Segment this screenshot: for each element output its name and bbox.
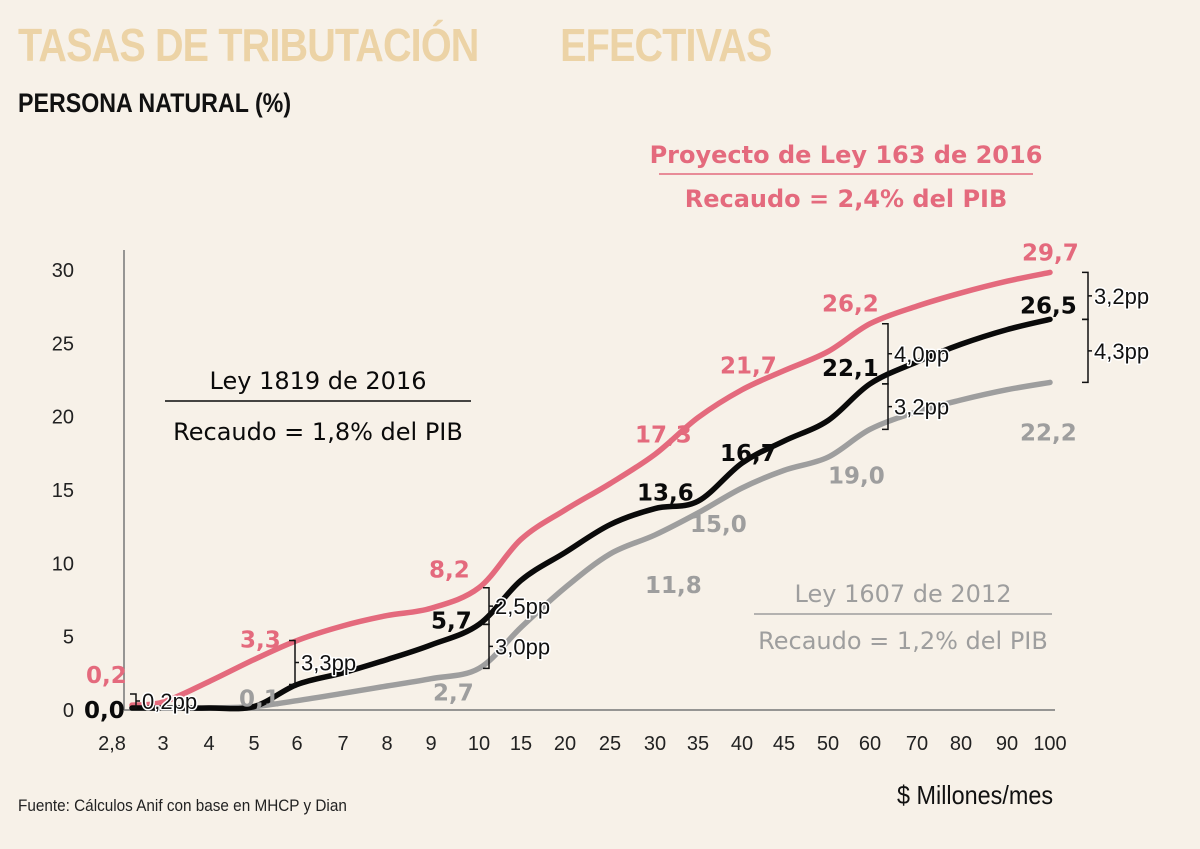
gap-bracket: 4,3pp: [1082, 318, 1151, 384]
legend-ley1607: Ley 1607 de 2012 Recaudo = 1,2% del PIB: [754, 580, 1052, 655]
y-tick-label: 25: [52, 333, 74, 355]
data-label-ley1819: 0,0: [84, 698, 125, 724]
data-label-ley1819: 5,7: [431, 608, 472, 634]
series-line-proyecto: [129, 269, 1053, 708]
gap-label: 3,3pp: [301, 651, 356, 676]
x-tick-label: 90: [996, 733, 1018, 755]
chart-title-part1: TASAS DE TRIBUTACIÓN: [18, 19, 479, 71]
x-axis-ticks: 2,8 3 4 5 6 7 8 9 10 15 20 25 30 35 40 45 50 60 70 80 90 100: [98, 733, 1067, 755]
axes: [123, 250, 1055, 711]
series-line-ley1819: [129, 316, 1053, 712]
x-tick-label: 70: [906, 733, 928, 755]
y-tick-label: 30: [52, 260, 74, 282]
data-label-ley1819: 22,1: [822, 356, 879, 382]
legend-revenue: Recaudo = 1,2% del PIB: [758, 627, 1048, 655]
x-tick-label: 80: [950, 733, 972, 755]
y-axis-ticks: 0 5 10 15 20 25 30: [52, 260, 74, 722]
source-note: Fuente: Cálculos Anif con base en MHCP y…: [18, 796, 347, 815]
data-labels: 0,2 3,3 8,2 17,3 21,7 26,2 29,7 0,0 5,7 13,6 16,7 2…: [84, 240, 1079, 724]
gap-label: 3,0pp: [495, 634, 550, 659]
y-tick-label: 10: [52, 553, 74, 575]
y-tick-label: 15: [52, 480, 74, 502]
bracket-shape: [882, 383, 892, 431]
legends: Proyecto de Ley 163 de 2016 Recaudo = 2,4…: [165, 141, 1052, 655]
x-tick-label: 30: [644, 733, 666, 755]
data-label-ley1607: 22,2: [1020, 420, 1077, 446]
x-tick-label: 3: [157, 733, 168, 755]
x-tick-label: 7: [337, 733, 348, 755]
data-label-ley1607: 0,1: [239, 687, 280, 713]
bracket-shape: [289, 639, 299, 686]
data-label-proyecto: 17,3: [635, 422, 692, 448]
y-tick-label: 5: [63, 627, 74, 649]
y-tick-label: 0: [63, 700, 74, 722]
data-label-proyecto: 26,2: [822, 292, 879, 318]
chart-subtitle: PERSONA NATURAL (%): [18, 88, 292, 118]
gap-bracket: 3,0pp: [483, 623, 552, 670]
series-lines: [129, 269, 1053, 712]
data-label-ley1819: 26,5: [1020, 293, 1077, 319]
x-tick-label: 15: [510, 733, 532, 755]
gap-label: 0,2pp: [142, 689, 197, 714]
legend-revenue: Recaudo = 2,4% del PIB: [685, 185, 1008, 213]
gap-bracket: 0,2pp: [130, 688, 199, 716]
x-tick-label: 10: [468, 733, 490, 755]
x-tick-label: 45: [773, 733, 795, 755]
x-tick-label: 25: [599, 733, 621, 755]
gap-label: 3,2pp: [1094, 284, 1149, 309]
bracket-shape: [1082, 318, 1092, 384]
data-label-proyecto: 8,2: [429, 558, 470, 584]
data-label-proyecto: 3,3: [240, 628, 281, 654]
gap-label: 4,0pp: [894, 342, 949, 367]
gap-annotations: 0,2pp 3,3pp 2,5pp 3,0pp 4,0pp 3,2pp 3,2pp 4,3pp: [130, 271, 1151, 716]
gap-label: 3,2pp: [894, 395, 949, 420]
x-tick-label: 20: [554, 733, 576, 755]
bracket-shape: [483, 623, 493, 670]
x-axis-label: $ Millones/mes: [897, 780, 1054, 810]
data-label-ley1607: 15,0: [690, 512, 747, 538]
series-line-ley1607: [129, 379, 1053, 711]
data-label-ley1607: 11,8: [645, 573, 702, 599]
x-tick-label: 5: [248, 733, 259, 755]
x-tick-label: 100: [1033, 733, 1066, 755]
x-tick-label: 50: [817, 733, 839, 755]
data-label-ley1607: 19,0: [828, 463, 885, 489]
data-label-ley1819: 16,7: [720, 441, 777, 467]
data-label-ley1819: 13,6: [637, 481, 694, 507]
gap-bracket: 3,3pp: [289, 639, 358, 686]
chart-title-part2: EFECTIVAS: [560, 19, 772, 71]
x-tick-label: 6: [291, 733, 302, 755]
legend-title: Ley 1819 de 2016: [210, 367, 427, 395]
gap-bracket: 3,2pp: [882, 383, 951, 431]
legend-ley1819: Ley 1819 de 2016 Recaudo = 1,8% del PIB: [165, 367, 471, 446]
gap-bracket: 2,5pp: [483, 586, 552, 626]
legend-revenue: Recaudo = 1,8% del PIB: [173, 418, 463, 446]
legend-proyecto: Proyecto de Ley 163 de 2016 Recaudo = 2,4…: [650, 141, 1043, 213]
data-label-proyecto: 29,7: [1022, 240, 1079, 266]
y-tick-label: 20: [52, 407, 74, 429]
bracket-shape: [130, 693, 140, 709]
bracket-shape: [1082, 271, 1092, 321]
gap-label: 2,5pp: [495, 594, 550, 619]
x-tick-label: 2,8: [98, 733, 126, 755]
x-tick-label: 60: [859, 733, 881, 755]
legend-title: Ley 1607 de 2012: [795, 580, 1012, 608]
x-tick-label: 40: [731, 733, 753, 755]
data-label-proyecto: 0,2: [86, 663, 127, 689]
gap-label: 4,3pp: [1094, 339, 1149, 364]
x-tick-label: 8: [381, 733, 392, 755]
x-tick-label: 4: [203, 733, 214, 755]
x-tick-label: 9: [425, 733, 436, 755]
data-label-ley1607: 2,7: [433, 680, 474, 706]
data-label-proyecto: 21,7: [720, 354, 777, 380]
chart-title: TASAS DE TRIBUTACIÓN EFECTIVAS: [18, 18, 772, 72]
gap-bracket: 3,2pp: [1082, 271, 1151, 321]
legend-title: Proyecto de Ley 163 de 2016: [650, 141, 1043, 169]
x-tick-label: 35: [687, 733, 709, 755]
